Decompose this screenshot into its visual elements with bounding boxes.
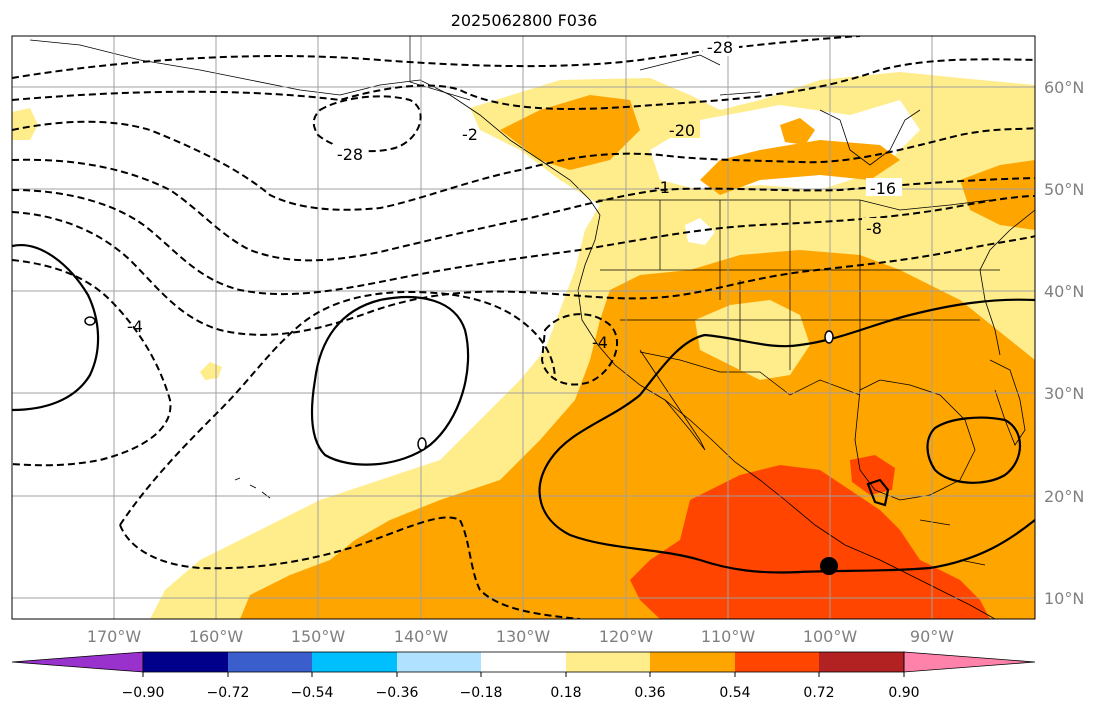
colorbar-tick-label: −0.36 xyxy=(376,685,419,701)
border-us-mexico xyxy=(639,351,861,396)
lat-label: 50°N xyxy=(1044,180,1084,199)
colorbar-segment xyxy=(312,652,397,672)
colorbar-tick-label: −0.18 xyxy=(460,685,503,701)
lon-label: 90°W xyxy=(910,627,954,646)
coastline-alaska xyxy=(29,39,601,216)
contour-label: -1 xyxy=(654,178,670,197)
latitude-labels: 60°N 50°N 40°N 30°N 20°N 10°N xyxy=(1044,78,1084,608)
coastline-arctic xyxy=(639,54,761,96)
contour-28-low xyxy=(312,95,422,153)
contour-8 xyxy=(119,516,581,619)
lon-label: 170°W xyxy=(87,627,142,646)
contour-4-west xyxy=(12,259,172,467)
colorbar-tick-label: −0.54 xyxy=(291,685,334,701)
zero-marker-west xyxy=(84,316,96,326)
contour-zero-yucatan xyxy=(866,478,890,507)
border-states xyxy=(600,200,1000,390)
contour-label: -28 xyxy=(337,145,363,164)
contour-4-small xyxy=(540,313,619,386)
colorbar-segment xyxy=(819,652,904,672)
contour-label: -4 xyxy=(127,317,143,336)
colorbar-segment xyxy=(566,652,650,672)
contour-zero-big xyxy=(538,298,1035,574)
colorbar-tick-label: 0.36 xyxy=(634,685,665,701)
colorbar-tick-label: −0.72 xyxy=(207,685,250,701)
contour-5 xyxy=(12,189,1035,296)
colorbar-segment xyxy=(397,652,481,672)
longitude-labels: 170°W 160°W 150°W 140°W 130°W 120°W 110°… xyxy=(87,627,954,646)
fill-light-gulf xyxy=(12,108,38,140)
lat-label: 40°N xyxy=(1044,282,1084,301)
fill-mid-east xyxy=(960,160,1035,230)
contour-label: -8 xyxy=(866,219,882,238)
contour-4 xyxy=(12,158,1035,262)
colorbar-extend-high xyxy=(903,651,1036,673)
fill-high-main xyxy=(630,465,990,619)
coastline-gulf xyxy=(854,379,976,501)
colorbar-extend-low xyxy=(11,651,144,673)
contour-2 xyxy=(12,58,1035,110)
zero-marker-mid xyxy=(417,437,427,451)
colorbar-tick-label: 0.90 xyxy=(888,685,919,701)
colorbar-segment xyxy=(735,652,819,672)
contour-zero-gulf xyxy=(926,416,1021,484)
contour-label: -16 xyxy=(870,179,896,198)
map-panel xyxy=(12,36,1035,619)
contour-1 xyxy=(12,36,861,79)
colorbar: −0.90 −0.72 −0.54 −0.36 −0.18 0.18 0.36 … xyxy=(11,651,1036,701)
zero-marker-east xyxy=(824,330,834,344)
map-title: 2025062800 F036 xyxy=(451,11,598,30)
contour-label: -28 xyxy=(707,38,733,57)
contour-label: -20 xyxy=(669,121,695,140)
colorbar-tick-label: 0.54 xyxy=(719,685,750,701)
colorbar-segment xyxy=(228,652,312,672)
fill-mid-coast xyxy=(500,95,640,170)
lat-label: 20°N xyxy=(1044,487,1084,506)
colorbar-frame xyxy=(142,651,905,673)
contour-label: -2 xyxy=(462,125,478,144)
coastline-hudson xyxy=(819,109,921,166)
fill-mid-ne xyxy=(780,118,815,145)
border-us-canada xyxy=(598,199,991,211)
lat-label: 10°N xyxy=(1044,589,1084,608)
map-frame xyxy=(11,35,1036,620)
lon-label: 160°W xyxy=(189,627,244,646)
colorbar-segment xyxy=(650,652,735,672)
lon-label: 110°W xyxy=(701,627,756,646)
contour-3 xyxy=(12,120,1035,211)
gridlines xyxy=(12,36,1035,619)
lat-label: 60°N xyxy=(1044,78,1084,97)
contour-labels: -28 -28 -20 -16 -8 -4 -4 -2 -1 xyxy=(127,38,902,352)
contours-dashed xyxy=(12,36,1035,619)
lon-label: 100°W xyxy=(803,627,858,646)
colorbar-tick-label: 0.18 xyxy=(550,685,581,701)
lon-label: 130°W xyxy=(496,627,551,646)
lon-label: 120°W xyxy=(599,627,654,646)
shaded-fields xyxy=(12,72,1035,619)
contour-zero-mid xyxy=(310,296,470,466)
contour-6 xyxy=(12,211,1035,336)
coastline-hawaii xyxy=(234,477,271,499)
colorbar-tick-label: 0.72 xyxy=(803,685,834,701)
fill-mid-north xyxy=(700,140,900,195)
border-alaska xyxy=(409,36,471,101)
contour-label: -4 xyxy=(592,333,608,352)
lon-label: 150°W xyxy=(291,627,346,646)
colorbar-tick-label: −0.90 xyxy=(122,685,165,701)
lon-label: 140°W xyxy=(394,627,449,646)
contour-zero-west xyxy=(12,244,100,412)
storm-center-marker xyxy=(820,557,838,575)
colorbar-segment xyxy=(143,652,228,672)
colorbar-segment xyxy=(481,652,566,672)
coastline-baja xyxy=(639,349,706,451)
contours-solid xyxy=(12,244,1035,574)
borders xyxy=(409,36,1000,566)
lat-label: 30°N xyxy=(1044,384,1084,403)
